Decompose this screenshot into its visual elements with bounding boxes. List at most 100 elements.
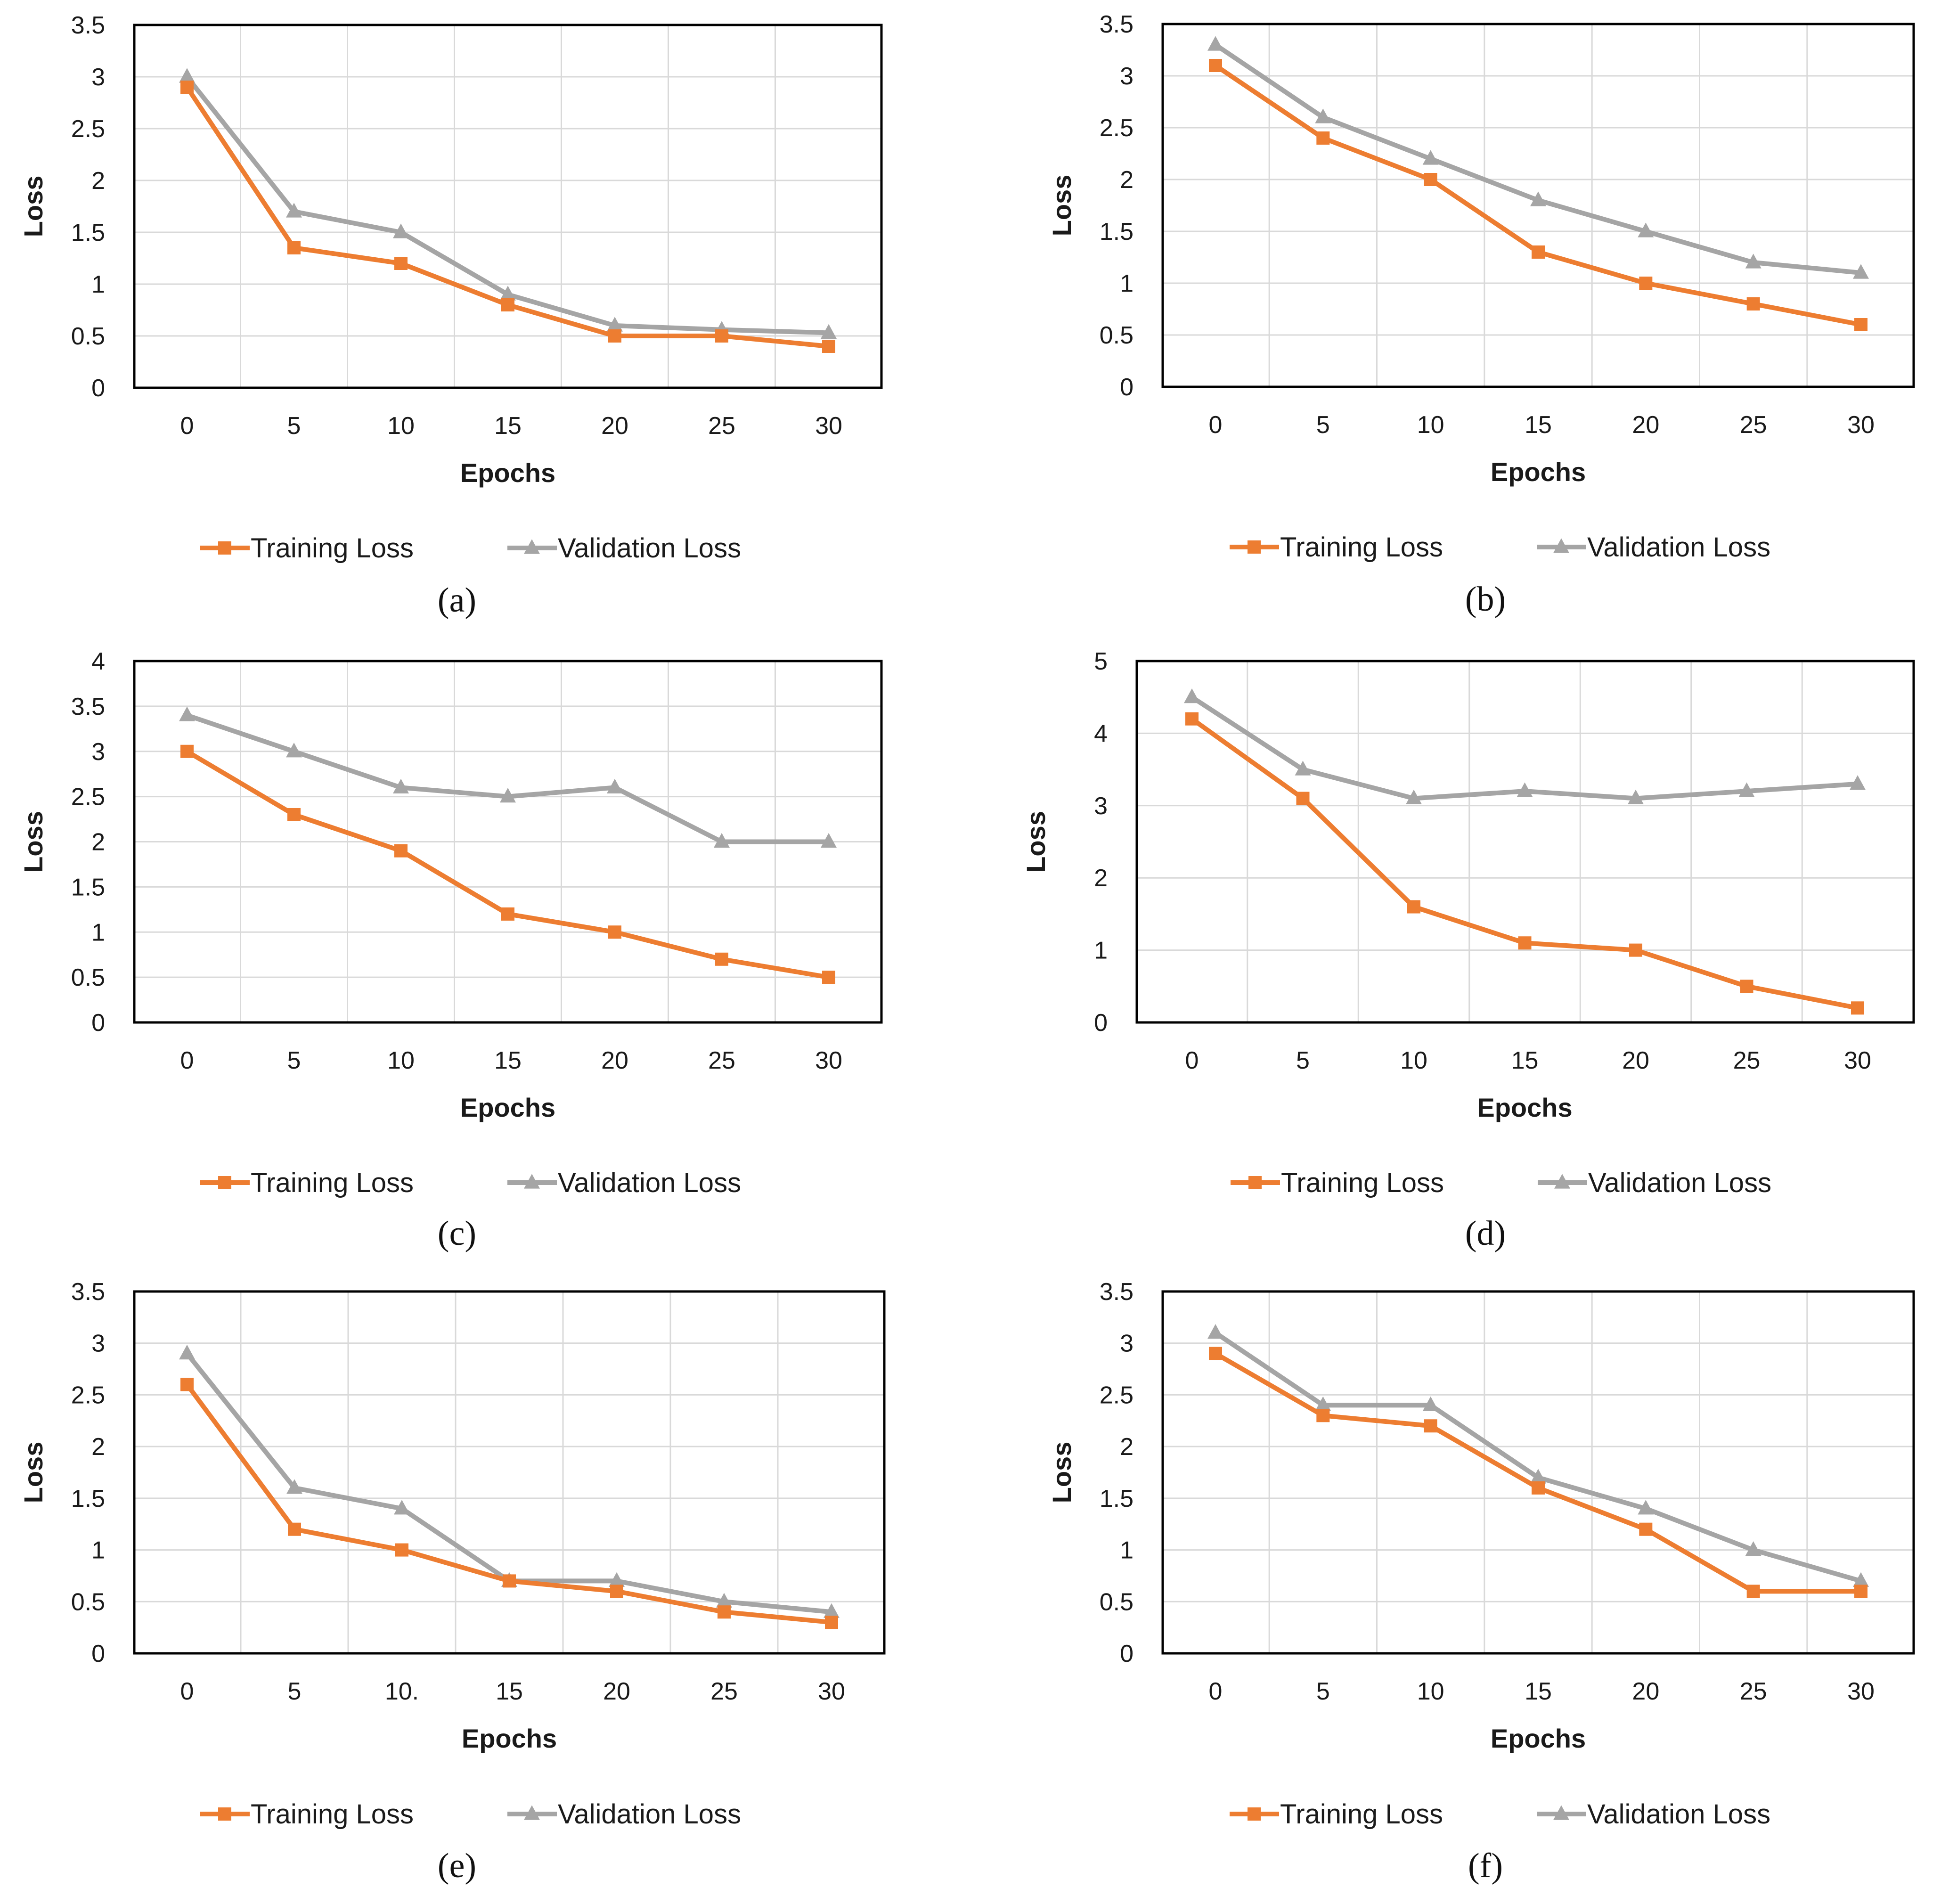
training-loss-point (1407, 900, 1420, 914)
y-tick-label: 0.5 (71, 964, 105, 991)
training-loss-point (180, 81, 194, 94)
validation-loss-point (1517, 782, 1533, 797)
chart-panel-c: 0 0.5 1 1.5 2 2.5 3 3.5 4 0 5 10 15 20 25 30 Epochs Loss T… (18, 648, 883, 1253)
chart-panel-f: 0 0.5 1 1.5 2 2.5 3 3.5 0 5 10 15 20 25 30 Epochs Loss Tr… (1047, 1278, 1915, 1885)
training-loss-point (1639, 1522, 1653, 1536)
validation-loss-point (1315, 108, 1331, 123)
x-tick-label: 20 (601, 1047, 628, 1074)
x-tick-label: 20 (1632, 1678, 1659, 1705)
validation-loss-point (179, 706, 195, 721)
y-tick-label: 2.5 (71, 1381, 105, 1409)
chart-panel-e: 0 0.5 1 1.5 2 2.5 3 3.5 0 5 10. 15 20 25 30 Epochs Loss T… (18, 1278, 886, 1885)
x-axis-title: Epochs (460, 1093, 555, 1122)
validation-loss-point (1745, 1541, 1761, 1556)
training-loss-point (287, 241, 301, 254)
panel-caption: (b) (1465, 580, 1506, 619)
y-tick-label: 5 (1094, 648, 1108, 675)
y-axis-title: Loss (1047, 175, 1076, 237)
y-tick-label: 3.5 (1100, 1278, 1134, 1306)
y-tick-label: 3.5 (1100, 11, 1134, 38)
validation-loss-point (500, 286, 516, 301)
y-tick-label: 3 (91, 1330, 105, 1357)
training-loss-legend-marker (218, 1807, 231, 1821)
y-tick-label: 4 (1094, 720, 1108, 747)
validation-loss-legend-marker (524, 1174, 540, 1189)
y-axis-title: Loss (1021, 811, 1051, 873)
training-loss-point (1854, 318, 1867, 331)
training-loss-point (608, 329, 621, 343)
validation-loss-legend-marker (524, 1805, 540, 1820)
validation-loss-point (286, 1479, 302, 1494)
validation-loss-point (1406, 789, 1422, 805)
x-tick-label: 15 (1511, 1047, 1539, 1074)
panel-caption: (a) (438, 581, 476, 620)
training-loss-point (1629, 943, 1642, 957)
validation-loss-point (1315, 1396, 1331, 1411)
training-loss-point (1532, 1481, 1545, 1495)
x-tick-label: 30 (815, 1047, 842, 1074)
x-tick-label: 10 (387, 412, 415, 440)
y-axis-title: Loss (18, 811, 48, 873)
y-tick-label: 1 (91, 1537, 105, 1564)
x-tick-label: 30 (815, 412, 842, 440)
training-loss-point (1185, 712, 1199, 726)
y-tick-label: 0 (91, 1009, 105, 1037)
training-loss-point (1854, 1585, 1867, 1598)
validation-loss-point (179, 68, 195, 83)
x-tick-label: 20 (1632, 411, 1659, 439)
validation-loss-point (1850, 775, 1866, 790)
training-loss-legend-label: Training Loss (1280, 532, 1443, 563)
validation-loss-point (1638, 222, 1654, 237)
y-tick-label: 2.5 (71, 784, 105, 811)
validation-loss-point (609, 1572, 625, 1587)
y-tick-label: 1.5 (71, 1485, 105, 1512)
training-loss-point (822, 340, 835, 353)
x-tick-label: 10 (1417, 1678, 1444, 1705)
validation-loss-point (1853, 264, 1869, 279)
training-loss-point (610, 1585, 623, 1598)
validation-loss-legend-label: Validation Loss (1587, 1799, 1770, 1830)
validation-loss-point (1422, 150, 1439, 165)
validation-loss-point (1853, 1572, 1869, 1587)
legend: Training Loss Validation Loss (1230, 1799, 1770, 1830)
y-axis-title: Loss (18, 1442, 48, 1504)
validation-loss-point (1638, 1500, 1654, 1515)
training-loss-point (718, 1605, 731, 1619)
x-tick-label: 20 (1622, 1047, 1649, 1074)
validation-loss-legend-marker (1554, 1174, 1570, 1189)
training-loss-point (1424, 1419, 1437, 1433)
y-tick-label: 3 (1120, 1330, 1134, 1357)
plot-area-border (133, 1290, 886, 1655)
plot-area-border (133, 660, 883, 1024)
x-tick-label: 15 (1525, 1678, 1552, 1705)
training-loss-point (1532, 245, 1545, 259)
validation-loss-legend-label: Validation Loss (558, 1799, 741, 1830)
training-loss-point (395, 1543, 408, 1557)
y-tick-label: 1 (1094, 937, 1108, 964)
y-tick-label: 1.5 (1100, 1485, 1134, 1512)
panel-caption: (d) (1465, 1214, 1506, 1253)
y-tick-label: 2.5 (71, 115, 105, 143)
validation-loss-legend-marker (1553, 538, 1569, 553)
validation-loss-point (1422, 1396, 1439, 1411)
y-tick-label: 3.5 (71, 12, 105, 39)
validation-loss-point (824, 1603, 840, 1618)
y-tick-label: 0 (1094, 1009, 1108, 1037)
x-tick-label: 5 (287, 412, 301, 440)
training-loss-legend-label: Training Loss (251, 1799, 414, 1830)
training-loss-legend-label: Training Loss (1280, 1799, 1443, 1830)
training-loss-point (288, 1522, 301, 1536)
legend: Training Loss Validation Loss (1231, 1168, 1771, 1198)
y-tick-label: 2 (91, 167, 105, 195)
y-tick-label: 1 (1120, 270, 1134, 297)
validation-loss-point (716, 1593, 732, 1608)
y-tick-label: 1 (1120, 1537, 1134, 1564)
validation-loss-point (1530, 1469, 1546, 1484)
training-loss-legend-marker (1248, 1807, 1261, 1821)
x-tick-label: 25 (1733, 1047, 1761, 1074)
validation-loss-point (821, 833, 837, 848)
y-tick-label: 2 (91, 829, 105, 856)
validation-loss-point (1530, 191, 1546, 206)
x-tick-label: 20 (603, 1678, 630, 1705)
